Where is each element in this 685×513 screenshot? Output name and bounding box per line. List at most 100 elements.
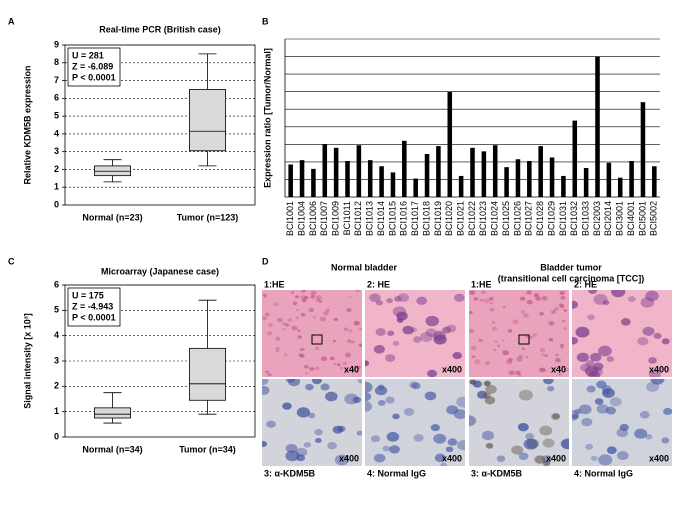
cell: [396, 311, 408, 321]
box: [94, 407, 131, 419]
bar: [538, 146, 543, 197]
cell: [348, 329, 353, 333]
y-axis-label: Expression ratio [Tumor/Normal]: [262, 48, 272, 188]
x-tick-label: BCI1012: [353, 201, 363, 236]
cells: [262, 290, 362, 377]
x-tick-label: BCI1031: [558, 201, 568, 236]
cell: [589, 352, 602, 362]
cell: [356, 365, 361, 369]
cell: [264, 312, 270, 317]
cell: [491, 321, 496, 324]
cell: [314, 428, 323, 436]
cell: [508, 370, 515, 376]
cell: [339, 366, 343, 370]
cell: [413, 433, 424, 442]
y-tick-label: 9: [54, 39, 59, 49]
cells: [572, 379, 672, 466]
cell: [262, 385, 270, 395]
cell: [491, 326, 497, 331]
cell: [485, 442, 494, 449]
micrograph: [262, 290, 362, 377]
panel-label: A: [8, 16, 15, 26]
cell: [482, 392, 491, 399]
micrograph: [365, 290, 465, 377]
cell: [596, 404, 609, 414]
cell: [313, 316, 317, 319]
cell: [522, 313, 529, 318]
cell: [427, 369, 437, 377]
x-tick-label: BCI1017: [410, 201, 420, 236]
y-tick-label: 4: [54, 330, 59, 340]
plot-frame: [64, 284, 256, 438]
cell: [394, 296, 402, 302]
cell: [332, 425, 344, 434]
cell: [282, 322, 287, 326]
cell: [365, 381, 373, 393]
cell: [268, 323, 274, 328]
x-tick-label: BCI1026: [512, 201, 522, 236]
magnification: x40: [344, 364, 359, 374]
cell: [300, 295, 307, 300]
bar: [617, 177, 623, 197]
magnification: x400: [649, 364, 669, 374]
cell: [575, 326, 590, 338]
cell: [274, 346, 280, 351]
cell: [502, 339, 505, 342]
x-tick-label: BCI1019: [433, 201, 443, 236]
cell: [300, 312, 306, 317]
cell: [412, 336, 422, 343]
bar: [652, 166, 657, 197]
cell: [295, 295, 299, 299]
cell: [445, 446, 454, 453]
tile-label: 1:HE: [471, 279, 492, 289]
cells: [469, 290, 569, 377]
cell: [580, 363, 591, 372]
y-axis-label: Signal intensity [x 10³]: [22, 313, 32, 409]
cell: [285, 450, 300, 462]
y-tick-label: 3: [54, 355, 59, 365]
cell: [284, 323, 290, 327]
cell: [469, 311, 473, 315]
bar: [458, 175, 464, 197]
cell: [548, 320, 555, 326]
cell: [640, 297, 655, 308]
cell: [290, 291, 295, 294]
tile-label: 3: α-KDM5B: [471, 468, 523, 478]
cell: [358, 343, 362, 348]
cell: [518, 389, 533, 401]
cell: [546, 385, 555, 392]
cell: [557, 372, 562, 376]
cell: [369, 293, 381, 303]
cell: [544, 354, 548, 357]
cell: [365, 360, 370, 367]
cell: [424, 391, 437, 401]
cell: [389, 445, 400, 454]
cell: [627, 296, 636, 303]
cells: [262, 379, 362, 466]
bar: [356, 145, 362, 197]
cell: [373, 453, 386, 463]
cell: [402, 325, 414, 335]
cell: [502, 305, 506, 309]
cell: [375, 328, 386, 336]
cell: [327, 441, 338, 450]
cell: [661, 437, 670, 444]
cell: [572, 336, 579, 345]
y-tick-label: 4: [54, 128, 59, 138]
cell: [365, 392, 372, 402]
cell: [347, 339, 352, 343]
x-tick-label: BCI1021: [456, 201, 466, 236]
cell: [385, 396, 395, 404]
cell: [357, 379, 362, 384]
x-tick-label: BCI1015: [387, 201, 397, 236]
cell: [326, 308, 330, 312]
cell: [385, 354, 396, 362]
bar: [379, 166, 384, 197]
box: [94, 165, 131, 177]
cell: [542, 460, 551, 466]
cell: [267, 372, 272, 377]
cell: [519, 296, 526, 301]
cell: [648, 369, 661, 377]
stats-text: U = 175: [72, 290, 104, 300]
cell: [606, 446, 617, 455]
